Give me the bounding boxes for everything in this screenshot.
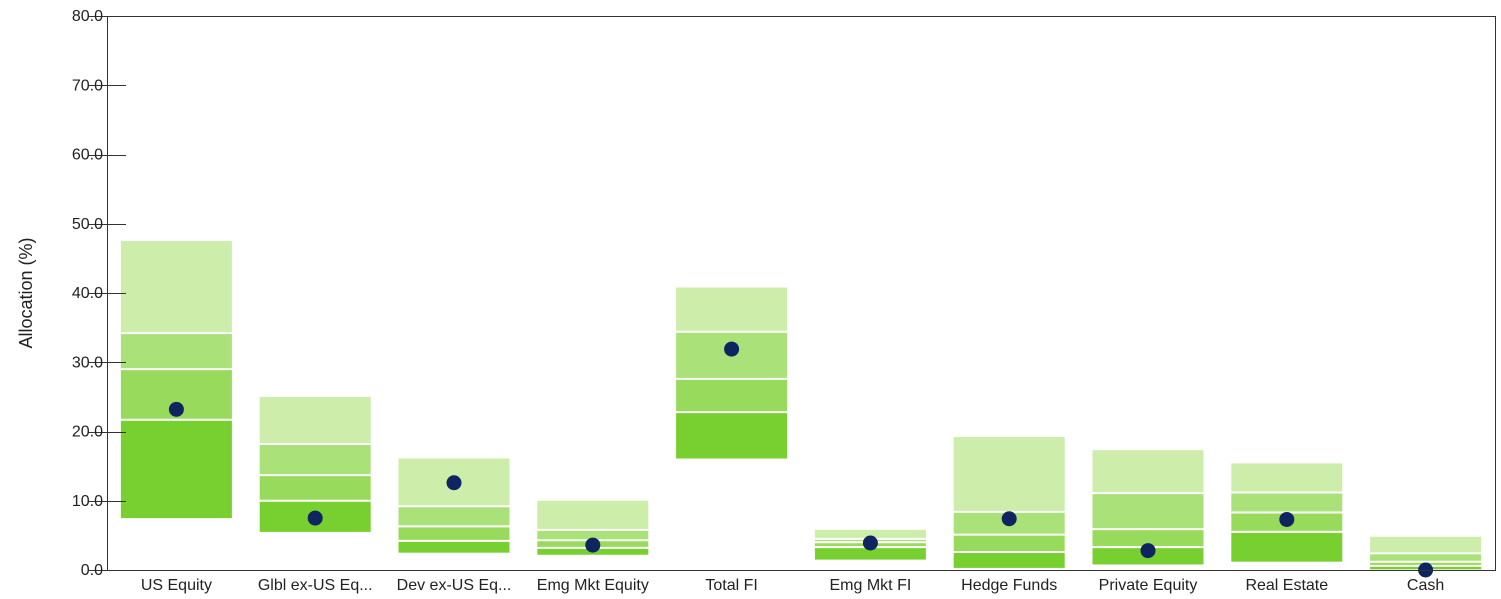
x-category-label: Emg Mkt FI (830, 577, 912, 594)
range-band (398, 526, 510, 541)
value-marker (1001, 511, 1017, 527)
range-bar (1231, 463, 1343, 562)
y-tick-label: 0.0 (81, 562, 103, 579)
range-band (953, 437, 1065, 512)
value-marker (307, 510, 323, 526)
range-band (676, 412, 788, 459)
x-category-label: Cash (1407, 577, 1444, 594)
y-axis-title: Allocation (%) (16, 237, 36, 348)
range-band (676, 287, 788, 332)
range-band (1370, 553, 1482, 562)
x-category-label: Total FI (705, 577, 757, 594)
value-marker (446, 475, 462, 491)
value-marker (585, 537, 601, 553)
x-category-label: Glbl ex-US Eq... (258, 577, 373, 594)
range-band (1231, 463, 1343, 493)
y-tick-label: 50.0 (72, 216, 103, 233)
value-marker (724, 341, 740, 357)
range-band (1231, 492, 1343, 513)
range-band (1092, 450, 1204, 494)
range-band (259, 443, 371, 476)
value-marker (862, 535, 878, 551)
range-band (259, 475, 371, 501)
value-marker (168, 401, 184, 417)
y-tick-label: 80.0 (72, 8, 103, 25)
y-tick-label: 30.0 (72, 354, 103, 371)
y-axis-ticks: 0.0 10.0 20.0 30.0 40.0 50.0 60.0 70.0 80.0 (72, 8, 126, 579)
range-band (398, 506, 510, 527)
range-band (1231, 531, 1343, 562)
range-bars (120, 241, 1482, 570)
x-category-label: Real Estate (1245, 577, 1328, 594)
range-bar (259, 396, 371, 532)
range-band (120, 419, 232, 519)
range-bar (120, 241, 232, 519)
y-tick-label: 70.0 (72, 77, 103, 94)
x-axis-labels: US Equity Glbl ex-US Eq... Dev ex-US Eq...… (141, 577, 1444, 594)
x-category-label: Dev ex-US Eq... (397, 577, 512, 594)
x-category-label: Emg Mkt Equity (537, 577, 649, 594)
x-category-label: US Equity (141, 577, 212, 594)
range-bar (953, 437, 1065, 568)
range-band (120, 333, 232, 370)
range-band (814, 547, 926, 560)
y-tick-label: 40.0 (72, 285, 103, 302)
range-band (537, 529, 649, 541)
range-band (676, 378, 788, 413)
range-band (398, 540, 510, 553)
range-bar (676, 287, 788, 459)
value-marker (1140, 543, 1156, 559)
range-band (953, 551, 1065, 568)
range-band (1092, 529, 1204, 548)
range-band (537, 500, 649, 530)
range-band (1370, 536, 1482, 554)
y-tick-label: 10.0 (72, 493, 103, 510)
range-band (120, 241, 232, 334)
range-band (953, 534, 1065, 552)
value-marker (1279, 511, 1295, 527)
y-tick-label: 60.0 (72, 147, 103, 164)
y-tick-label: 20.0 (72, 424, 103, 441)
range-bar (398, 458, 510, 553)
marker-points (168, 341, 1434, 578)
axes: 0.0 10.0 20.0 30.0 40.0 50.0 60.0 70.0 80.0 US E… (72, 8, 1496, 594)
x-category-label: Private Equity (1099, 577, 1198, 594)
range-band (814, 529, 926, 539)
range-band (259, 396, 371, 444)
range-band (1092, 493, 1204, 530)
x-category-label: Hedge Funds (961, 577, 1057, 594)
